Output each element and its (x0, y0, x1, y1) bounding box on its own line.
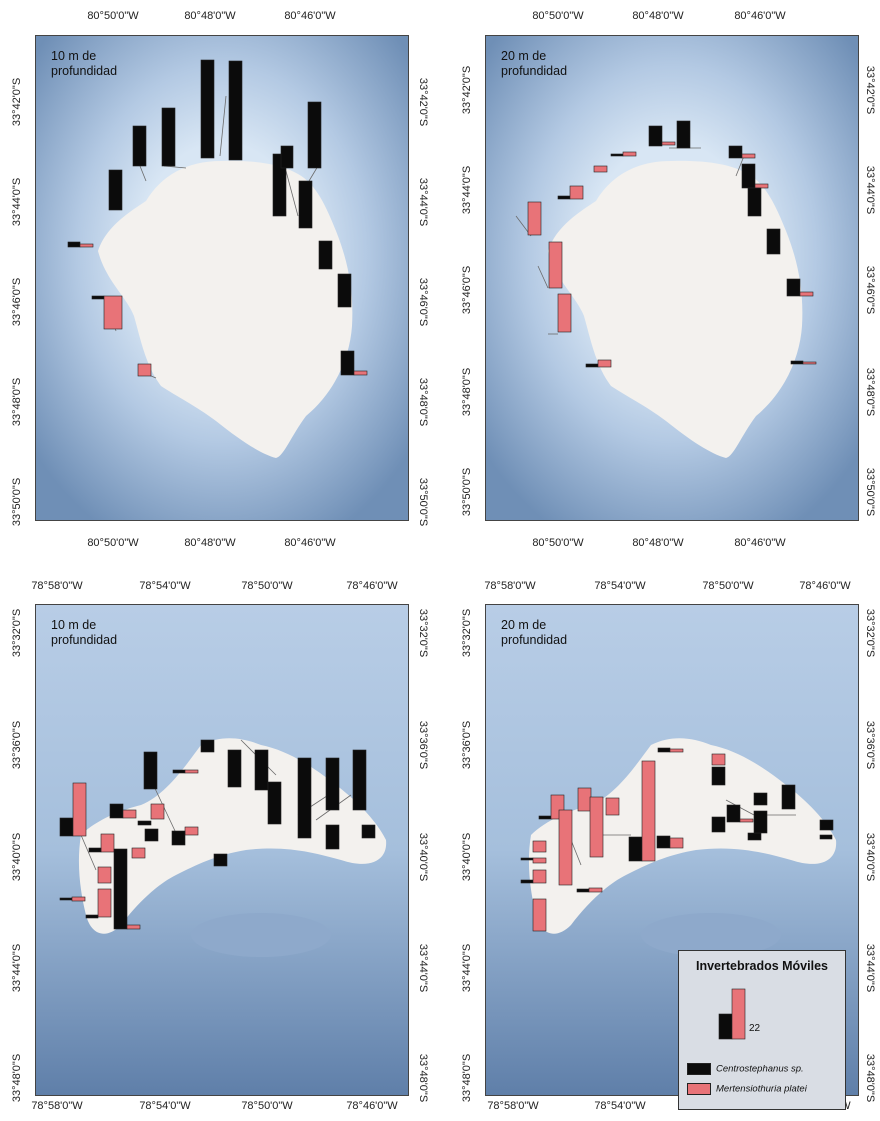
top-tick: 80°50'0"W (87, 10, 139, 22)
right-tick: 33°50'0"S (864, 467, 876, 517)
top-tick: 78°58'0"W (484, 580, 536, 592)
legend-label: Centrostephanus sp. (716, 1063, 804, 1075)
left-tick: 33°44'0"S (11, 177, 23, 227)
bottom-tick: 78°54'0"W (594, 1100, 646, 1112)
legend-item-centrostephanus: Centrostephanus sp. (687, 1063, 804, 1075)
right-tick: 33°36'0"S (864, 720, 876, 770)
left-tick: 33°50'0"S (461, 467, 473, 517)
right-tick: 33°46'0"S (864, 265, 876, 315)
left-tick: 33°48'0"S (461, 1053, 473, 1103)
bars-10m-a (67, 59, 368, 377)
right-tick: 33°32'0"S (864, 608, 876, 658)
island-land (528, 738, 837, 934)
right-tick: 33°36'0"S (417, 720, 429, 770)
map-canvas-2 (486, 36, 858, 520)
panel-title: 10 m de profundidad (51, 49, 118, 78)
right-tick: 33°46'0"S (417, 277, 429, 327)
bars-10m-b (59, 739, 376, 930)
deep-basin (191, 913, 331, 957)
panel-title: 10 m de profundidad (51, 618, 118, 647)
deep-basin (641, 913, 781, 957)
bottom-tick: 80°48'0"W (184, 537, 236, 549)
map-canvas-1 (36, 36, 408, 520)
right-tick: 33°40'0"S (864, 832, 876, 882)
left-tick: 33°40'0"S (461, 832, 473, 882)
map-frame-1: 10 m de profundidad (35, 35, 409, 521)
left-tick: 33°32'0"S (11, 608, 23, 658)
right-tick: 33°44'0"S (417, 943, 429, 993)
top-tick: 78°50'0"W (702, 580, 754, 592)
left-tick: 33°44'0"S (461, 943, 473, 993)
top-tick: 80°50'0"W (532, 10, 584, 22)
panel-title: 20 m de profundidad (501, 618, 568, 647)
left-tick: 33°42'0"S (461, 65, 473, 115)
right-tick: 33°48'0"S (417, 1053, 429, 1103)
top-tick: 78°54'0"W (139, 580, 191, 592)
right-tick: 33°44'0"S (417, 177, 429, 227)
bottom-tick: 78°58'0"W (31, 1100, 83, 1112)
left-tick: 33°44'0"S (461, 165, 473, 215)
scale-bar-centro (718, 1013, 733, 1040)
right-tick: 33°40'0"S (417, 832, 429, 882)
left-tick: 33°48'0"S (461, 367, 473, 417)
top-tick: 78°54'0"W (594, 580, 646, 592)
bottom-tick: 78°46'0"W (346, 1100, 398, 1112)
top-tick: 78°46'0"W (799, 580, 851, 592)
left-tick: 33°32'0"S (461, 608, 473, 658)
bottom-tick: 78°54'0"W (139, 1100, 191, 1112)
left-tick: 33°48'0"S (11, 1053, 23, 1103)
left-tick: 33°46'0"S (461, 265, 473, 315)
map-canvas-3 (36, 605, 408, 1095)
right-tick: 33°32'0"S (417, 608, 429, 658)
bars-20m-b (520, 747, 834, 932)
top-tick: 78°46'0"W (346, 580, 398, 592)
top-tick: 80°48'0"W (632, 10, 684, 22)
swatch-pink (687, 1083, 711, 1095)
right-tick: 33°42'0"S (864, 65, 876, 115)
right-tick: 33°44'0"S (864, 943, 876, 993)
swatch-black (687, 1063, 711, 1075)
top-tick: 78°58'0"W (31, 580, 83, 592)
right-tick: 33°44'0"S (864, 165, 876, 215)
panel-title: 20 m de profundidad (501, 49, 568, 78)
bars-20m-a (527, 120, 817, 368)
left-tick: 33°42'0"S (11, 77, 23, 127)
legend-label: Mertensiothuria platei (716, 1083, 807, 1095)
island-land (548, 160, 803, 458)
map-legend: Invertebrados Móviles 22 Centrostephanus… (678, 950, 846, 1110)
bottom-tick: 80°50'0"W (532, 537, 584, 549)
top-tick: 78°50'0"W (241, 580, 293, 592)
scale-bar-merten (731, 988, 746, 1040)
top-tick: 80°46'0"W (734, 10, 786, 22)
map-frame-3: 10 m de profundidad (35, 604, 409, 1096)
bottom-tick: 80°46'0"W (734, 537, 786, 549)
legend-item-mertensiothuria: Mertensiothuria platei (687, 1083, 807, 1095)
top-tick: 80°46'0"W (284, 10, 336, 22)
island-land (98, 160, 353, 458)
left-tick: 33°36'0"S (11, 720, 23, 770)
bottom-tick: 80°48'0"W (632, 537, 684, 549)
bottom-tick: 80°46'0"W (284, 537, 336, 549)
bottom-tick: 78°50'0"W (241, 1100, 293, 1112)
bottom-tick: 80°50'0"W (87, 537, 139, 549)
right-tick: 33°48'0"S (417, 377, 429, 427)
left-tick: 33°48'0"S (11, 377, 23, 427)
top-tick: 80°48'0"W (184, 10, 236, 22)
left-tick: 33°46'0"S (11, 277, 23, 327)
map-frame-2: 20 m de profundidad (485, 35, 859, 521)
bottom-tick: 78°58'0"W (487, 1100, 539, 1112)
left-tick: 33°44'0"S (11, 943, 23, 993)
right-tick: 33°48'0"S (864, 367, 876, 417)
left-tick: 33°36'0"S (461, 720, 473, 770)
left-tick: 33°50'0"S (11, 477, 23, 527)
right-tick: 33°42'0"S (417, 77, 429, 127)
right-tick: 33°48'0"S (864, 1053, 876, 1103)
legend-scale-symbol (718, 988, 746, 1040)
right-tick: 33°50'0"S (417, 477, 429, 527)
legend-title: Invertebrados Móviles (696, 959, 828, 973)
legend-scale-value: 22 (749, 1023, 761, 1034)
left-tick: 33°40'0"S (11, 832, 23, 882)
